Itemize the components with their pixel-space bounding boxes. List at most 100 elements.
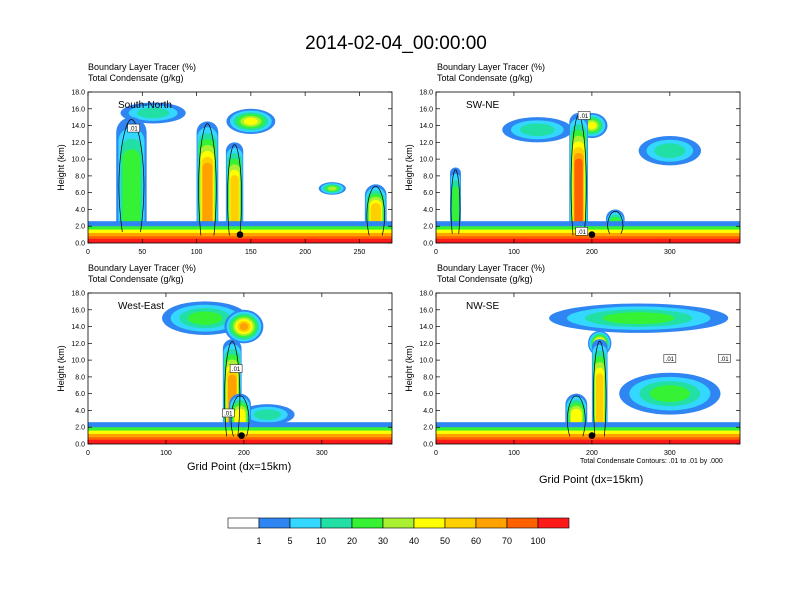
y-tick-label: 0.0 (423, 241, 433, 248)
panel-1-header: Boundary Layer Tracer (%) Total Condensa… (88, 62, 196, 84)
y-tick-label: 18.0 (71, 291, 85, 298)
contour-footnote: Total Condensate Contours: .01 to .01 by… (580, 458, 723, 465)
y-tick-label: 16.0 (71, 307, 85, 314)
y-tick-label: 2.0 (423, 224, 433, 231)
field-layer: .01 .01 (436, 293, 740, 444)
colorbar-swatch (537, 517, 570, 529)
condensate-contour (227, 144, 242, 236)
y-tick-label: 6.0 (423, 391, 433, 398)
panel-3-x-axis-label: Grid Point (dx=15km) (187, 461, 292, 473)
y-tick-label: 14.0 (71, 324, 85, 331)
y-tick-label: 4.0 (423, 408, 433, 415)
panel-3-header: Boundary Layer Tracer (%) Total Condensa… (88, 263, 196, 285)
plot-frame (87, 91, 393, 244)
colorbar-swatch (475, 517, 508, 529)
tracer-region (243, 117, 258, 125)
cross-section-panel-west-east: .01 .01 West-East 0.0 2.0 4.0 6.0 8.0 10.0 12.0 14… (56, 291, 393, 457)
x-tick-label: 250 (354, 249, 366, 256)
colorbar-swatch (320, 517, 353, 529)
y-tick-label: 16.0 (419, 106, 433, 113)
condensate-contour (607, 211, 624, 234)
location-marker (236, 231, 244, 238)
contour-label: .01 (232, 367, 241, 373)
x-tick-label: 0 (86, 249, 90, 256)
colorbar-swatch (227, 517, 260, 529)
condensate-contour (366, 186, 385, 236)
y-tick-label: 10.0 (419, 358, 433, 365)
y-tick-label: 16.0 (419, 307, 433, 314)
colorbar-label: 70 (502, 536, 512, 546)
x-tick-label: 300 (664, 450, 676, 457)
x-tick-label: 100 (508, 249, 520, 256)
tracer-plume (574, 158, 583, 240)
boundary-layer-band (88, 238, 392, 243)
location-marker (588, 432, 596, 439)
colorbar-label: 30 (378, 536, 388, 546)
y-tick-label: 10.0 (71, 358, 85, 365)
location-marker (588, 231, 596, 238)
tracer-region (327, 186, 337, 191)
condensate-contour (592, 341, 607, 437)
boundary-layer-band (436, 238, 740, 243)
tracer-region (587, 121, 597, 130)
contour-label: .01 (666, 357, 675, 363)
y-tick-label: 12.0 (71, 341, 85, 348)
panel-2-header: Boundary Layer Tracer (%) Total Condensa… (437, 62, 545, 84)
contour-label-box (663, 354, 677, 363)
y-tick-label: 6.0 (423, 190, 433, 197)
x-tick-label: 100 (191, 249, 203, 256)
contour-label-box (577, 111, 591, 120)
colorbar-label: 40 (409, 536, 419, 546)
tracer-region (519, 123, 555, 137)
x-tick-label: 100 (508, 450, 520, 457)
y-tick-label: 10.0 (419, 157, 433, 164)
colorbar-swatch (351, 517, 384, 529)
condensate-contour (230, 395, 250, 437)
cross-section-panel-nw-se: .01 .01 NW-SE 0.0 2.0 4.0 6.0 8.0 10.0 12.0 14.0 16… (404, 291, 741, 457)
colorbar-legend: 1 5 10 20 30 40 50 60 70 100 (227, 517, 570, 546)
condensate-contour (567, 395, 586, 437)
y-axis-label: Height (km) (404, 345, 414, 392)
tracer-region (649, 385, 691, 403)
x-tick-label: 300 (664, 249, 676, 256)
colorbar-label: 100 (530, 536, 545, 546)
y-tick-label: 4.0 (75, 207, 85, 214)
contour-label: .01 (129, 127, 138, 133)
colorbar-swatch (382, 517, 415, 529)
y-tick-label: 12.0 (71, 140, 85, 147)
x-tick-label: 200 (586, 450, 598, 457)
y-axis-label: Height (km) (56, 345, 66, 392)
tracer-region (239, 322, 249, 331)
colorbar-label: 10 (316, 536, 326, 546)
cross-section-panel-sw-ne: .01 .01 SW-NE 0.0 2.0 4.0 6.0 8.0 10.0 12.0 14.0 16… (404, 90, 741, 256)
panel-4-header-condensate: Total Condensate (g/kg) (437, 274, 533, 284)
colorbar-label: 60 (471, 536, 481, 546)
field-layer: .01 .01 (436, 92, 740, 243)
y-tick-label: 6.0 (75, 190, 85, 197)
colorbar-label: 5 (287, 536, 292, 546)
x-tick-label: 200 (586, 249, 598, 256)
contour-label-box (718, 354, 731, 363)
contour-label-box (229, 364, 243, 373)
contour-label: .01 (580, 114, 589, 120)
y-tick-label: 2.0 (75, 425, 85, 432)
colorbar-swatch (413, 517, 446, 529)
condensate-contour (450, 169, 461, 234)
colorbar-label: 1 (256, 536, 261, 546)
y-axis-label: Height (km) (404, 144, 414, 191)
panel-4-x-axis-label: Grid Point (dx=15km) (539, 474, 644, 486)
y-tick-label: 8.0 (75, 173, 85, 180)
y-tick-label: 2.0 (423, 425, 433, 432)
colorbar-swatch (506, 517, 539, 529)
x-tick-label: 200 (299, 249, 311, 256)
tracer-plume (122, 149, 141, 237)
panel-2-header-condensate: Total Condensate (g/kg) (437, 73, 533, 83)
field-layer: .01 (88, 92, 392, 243)
plot-frame (435, 292, 741, 445)
x-tick-label: 100 (160, 450, 172, 457)
field-layer: .01 .01 (88, 293, 392, 444)
colorbar-label: 50 (440, 536, 450, 546)
y-tick-label: 8.0 (75, 374, 85, 381)
y-tick-label: 12.0 (419, 341, 433, 348)
y-tick-label: 0.0 (75, 241, 85, 248)
